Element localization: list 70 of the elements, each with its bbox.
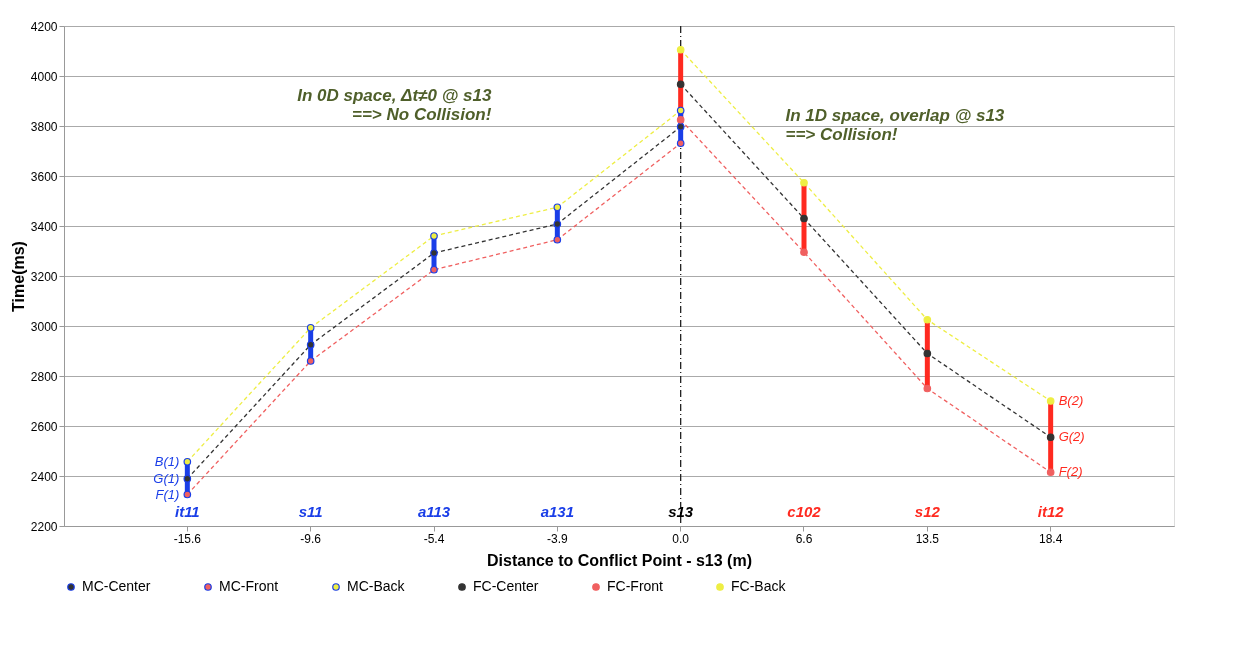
annotation: B(1) <box>154 453 180 469</box>
y-tick-label: 3400 <box>30 219 58 234</box>
y-tick-label: 3800 <box>30 119 58 134</box>
legend-label: MC-Center <box>82 578 151 594</box>
annotation: s13 <box>668 503 694 520</box>
x-axis-title: Distance to Conflict Point - s13 (m) <box>487 551 752 569</box>
x-tick-label: 6.6 <box>795 531 813 546</box>
annotation: s12 <box>914 503 941 520</box>
point <box>923 349 932 358</box>
annotation: In 0D space, Δt≠0 @ s13 ==> No Collision! <box>297 86 492 124</box>
point <box>800 248 808 257</box>
y-tick-label: 3600 <box>30 169 58 184</box>
y-axis-title: Time(ms) <box>9 241 27 312</box>
annotation: a131 <box>540 503 575 520</box>
point <box>1046 468 1055 477</box>
y-tick-label: 3200 <box>30 269 58 284</box>
x-tick-label: -9.6 <box>300 531 322 546</box>
y-tick-label: 2600 <box>30 419 58 434</box>
point <box>800 178 808 187</box>
annotation: F(2) <box>1058 464 1083 480</box>
x-tick-label: -3.9 <box>546 531 568 546</box>
point <box>553 203 562 212</box>
y-tick-label: 4200 <box>30 19 58 34</box>
annotation: G(1) <box>153 470 180 486</box>
x-tick-label: -15.6 <box>173 531 202 546</box>
point <box>676 45 685 54</box>
point <box>676 115 685 124</box>
annotation: a113 <box>417 503 451 520</box>
point <box>306 340 315 349</box>
point <box>430 232 438 240</box>
legend-label: FC-Center <box>473 578 539 594</box>
annotation: F(1) <box>155 486 180 502</box>
annotation: s11 <box>298 503 323 520</box>
legend-label: FC-Front <box>607 578 664 594</box>
y-tick-label: 4000 <box>30 69 58 84</box>
point <box>183 490 192 499</box>
x-tick-label: 13.5 <box>915 531 940 546</box>
point <box>676 139 685 148</box>
point <box>430 249 438 257</box>
legend-label: MC-Back <box>347 578 406 594</box>
x-tick-label: 0.0 <box>672 531 690 546</box>
point <box>923 384 932 393</box>
annotation: In 1D space, overlap @ s13 ==> Collision! <box>785 106 1005 144</box>
point <box>553 235 562 244</box>
point <box>676 122 685 131</box>
point <box>1046 397 1055 405</box>
point <box>1046 433 1055 442</box>
y-tick-label: 2200 <box>30 519 58 534</box>
annotation: B(2) <box>1058 393 1084 408</box>
y-tick-label: 2800 <box>30 369 58 384</box>
point <box>306 323 315 332</box>
y-tick-label: 2400 <box>30 469 58 484</box>
annotation: c102 <box>787 503 822 520</box>
point <box>923 315 932 324</box>
annotation: G(2) <box>1058 429 1085 445</box>
y-tick-label: 3000 <box>30 319 58 334</box>
x-tick-label: 18.4 <box>1038 531 1063 546</box>
annotation: it12 <box>1037 503 1065 520</box>
point <box>676 106 685 115</box>
legend-label: MC-Front <box>219 578 279 594</box>
point <box>183 457 192 466</box>
x-tick-label: -5.4 <box>423 531 445 546</box>
point <box>306 357 315 365</box>
legend-label: FC-Back <box>731 578 787 594</box>
point <box>800 214 808 223</box>
point <box>553 220 562 228</box>
annotation: it11 <box>174 503 200 520</box>
point <box>183 474 192 483</box>
point <box>430 265 438 274</box>
point <box>676 80 685 89</box>
